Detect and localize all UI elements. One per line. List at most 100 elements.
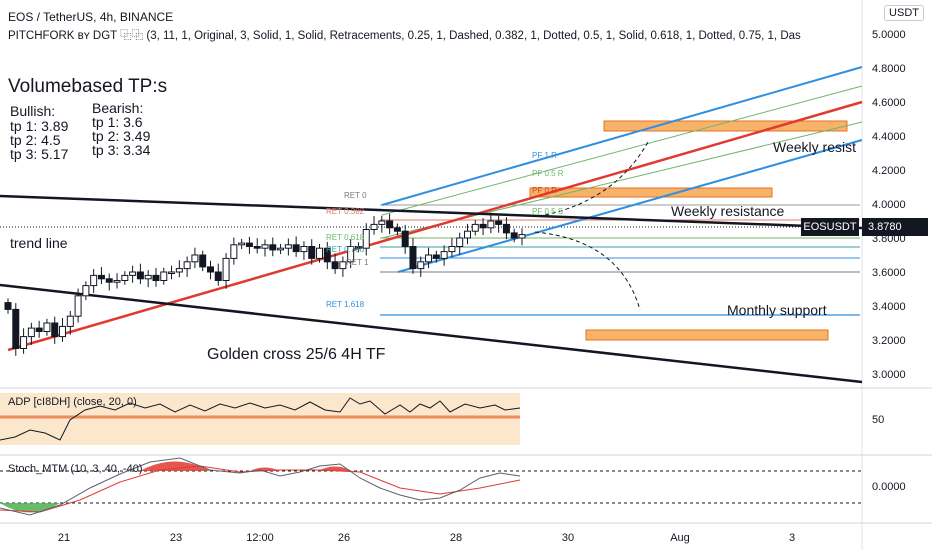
- candle-17: [136, 263, 144, 285]
- time-tick-5: 30: [562, 532, 574, 544]
- current-price-label: 3.8780: [862, 218, 928, 236]
- bullish-projection-path: [544, 141, 649, 216]
- candle-25: [199, 250, 207, 272]
- volume-tp-title: Volumebased TP:s: [8, 76, 168, 97]
- candle-34: [269, 237, 277, 257]
- bearish-tp1: tp 1: 3.6: [92, 114, 143, 130]
- golden-cross-label: Golden cross 25/6 4H TF: [207, 346, 386, 363]
- candle-21: [168, 265, 176, 280]
- candle-1: [12, 303, 20, 356]
- candle-51: [401, 224, 409, 254]
- candle-0: [4, 298, 12, 314]
- candle-50: [393, 223, 401, 236]
- pitchfork-indicator-label[interactable]: PITCHFORK ʙʏ DGT ⿻⿻ (3, 11, 1, Original,…: [8, 30, 801, 42]
- pitchfork-upper-line: [381, 66, 863, 206]
- candle-15: [121, 271, 129, 285]
- time-tick-4: 28: [450, 532, 462, 544]
- candle-35: [277, 243, 285, 255]
- weekly-resist-label: Weekly resist: [773, 139, 856, 155]
- candle-24: [191, 247, 199, 269]
- candle-28: [222, 253, 230, 289]
- candle-36: [284, 238, 292, 256]
- candle-22: [175, 260, 183, 278]
- pitchfork-label-4: RET 1: [346, 258, 369, 267]
- candle-5: [43, 318, 51, 336]
- price-tick-0: 5.0000: [872, 29, 906, 41]
- candle-19: [152, 268, 160, 287]
- time-tick-3: 26: [338, 532, 350, 544]
- candle-11: [90, 269, 98, 293]
- candle-29: [230, 237, 238, 265]
- pitchfork-orange-zone: [529, 187, 773, 198]
- black-resistance-line: [0, 194, 863, 230]
- black-support-line: [0, 283, 863, 384]
- candle-18: [144, 270, 152, 288]
- symbol-title[interactable]: EOS / TetherUS, 4h, BINANCE: [8, 10, 174, 24]
- pitchfork-label-0: RET 0: [344, 191, 367, 200]
- symbol-price-tag: EOSUSDT: [801, 218, 859, 236]
- candle-9: [74, 288, 82, 323]
- pitchfork-label-9: PF 0.5 S: [532, 207, 563, 216]
- candle-20: [160, 267, 168, 285]
- adp-axis-tick: 50: [872, 414, 885, 426]
- candle-56: [440, 245, 448, 266]
- candle-32: [253, 238, 261, 254]
- adp-line: [0, 397, 521, 441]
- monthly-support-label: Monthly support: [727, 302, 827, 318]
- price-tick-4: 4.2000: [872, 165, 906, 177]
- candle-30: [238, 238, 246, 250]
- bearish-tp3: tp 3: 3.34: [92, 142, 151, 158]
- time-tick-2: 12:00: [246, 532, 274, 544]
- pitchfork-label-7: PF 0.5 R: [532, 169, 564, 178]
- time-tick-0: 21: [58, 532, 70, 544]
- price-axis: 5.0000 4.8000 4.6000 4.4000 4.2000 4.0000 3.80…: [872, 29, 906, 381]
- candle-59: [463, 223, 471, 245]
- bullish-tp1: tp 1: 3.89: [10, 118, 69, 134]
- currency-badge[interactable]: USDT: [884, 5, 924, 21]
- price-tick-1: 4.8000: [872, 63, 906, 75]
- pitchfork-green-1: [381, 85, 863, 216]
- trend-line-label: trend line: [10, 235, 68, 251]
- candle-55: [432, 250, 440, 263]
- candle-46: [362, 223, 370, 256]
- candle-14: [113, 273, 121, 289]
- adp-indicator-label[interactable]: ADP [cI8DH] (close, 20, 0): [8, 396, 137, 408]
- candle-43: [339, 256, 347, 277]
- candle-48: [378, 215, 386, 233]
- pitchfork-label-6: PF 1 R: [532, 151, 557, 160]
- stoch-main-line: [0, 457, 521, 516]
- candle-45: [354, 242, 362, 253]
- stoch-signal-line: [0, 465, 521, 513]
- candle-49: [386, 213, 394, 235]
- pitchfork-label-8: PF 0 R: [532, 186, 557, 195]
- time-tick-7: 3: [789, 532, 795, 544]
- candle-53: [417, 256, 425, 277]
- candle-37: [292, 236, 300, 257]
- candle-33: [261, 239, 269, 257]
- price-tick-7: 3.6000: [872, 267, 906, 279]
- pitchfork-label-1: RET 0.382: [326, 207, 365, 216]
- candle-61: [479, 218, 487, 236]
- candle-31: [245, 236, 253, 254]
- monthly-support-zone: [585, 329, 829, 341]
- stoch-red-fill: [140, 461, 210, 471]
- candle-65: [510, 228, 518, 243]
- candle-42: [331, 253, 339, 274]
- bullish-label: Bullish:: [10, 103, 56, 119]
- candle-63: [495, 215, 503, 233]
- stoch-indicator-label[interactable]: Stoch_MTM (10, 3, 40, -40): [8, 463, 143, 475]
- adp-band: [0, 393, 520, 445]
- price-tick-5: 4.0000: [872, 199, 906, 211]
- candle-12: [97, 267, 105, 285]
- candle-58: [456, 232, 464, 255]
- candle-38: [300, 241, 308, 260]
- candlestick-series: [4, 212, 526, 356]
- candle-3: [27, 322, 35, 345]
- pitchfork-lower-line: [397, 139, 863, 273]
- candle-10: [82, 281, 90, 301]
- candle-4: [35, 320, 43, 338]
- candle-8: [66, 310, 74, 335]
- candle-40: [316, 243, 324, 263]
- price-tick-2: 4.6000: [872, 97, 906, 109]
